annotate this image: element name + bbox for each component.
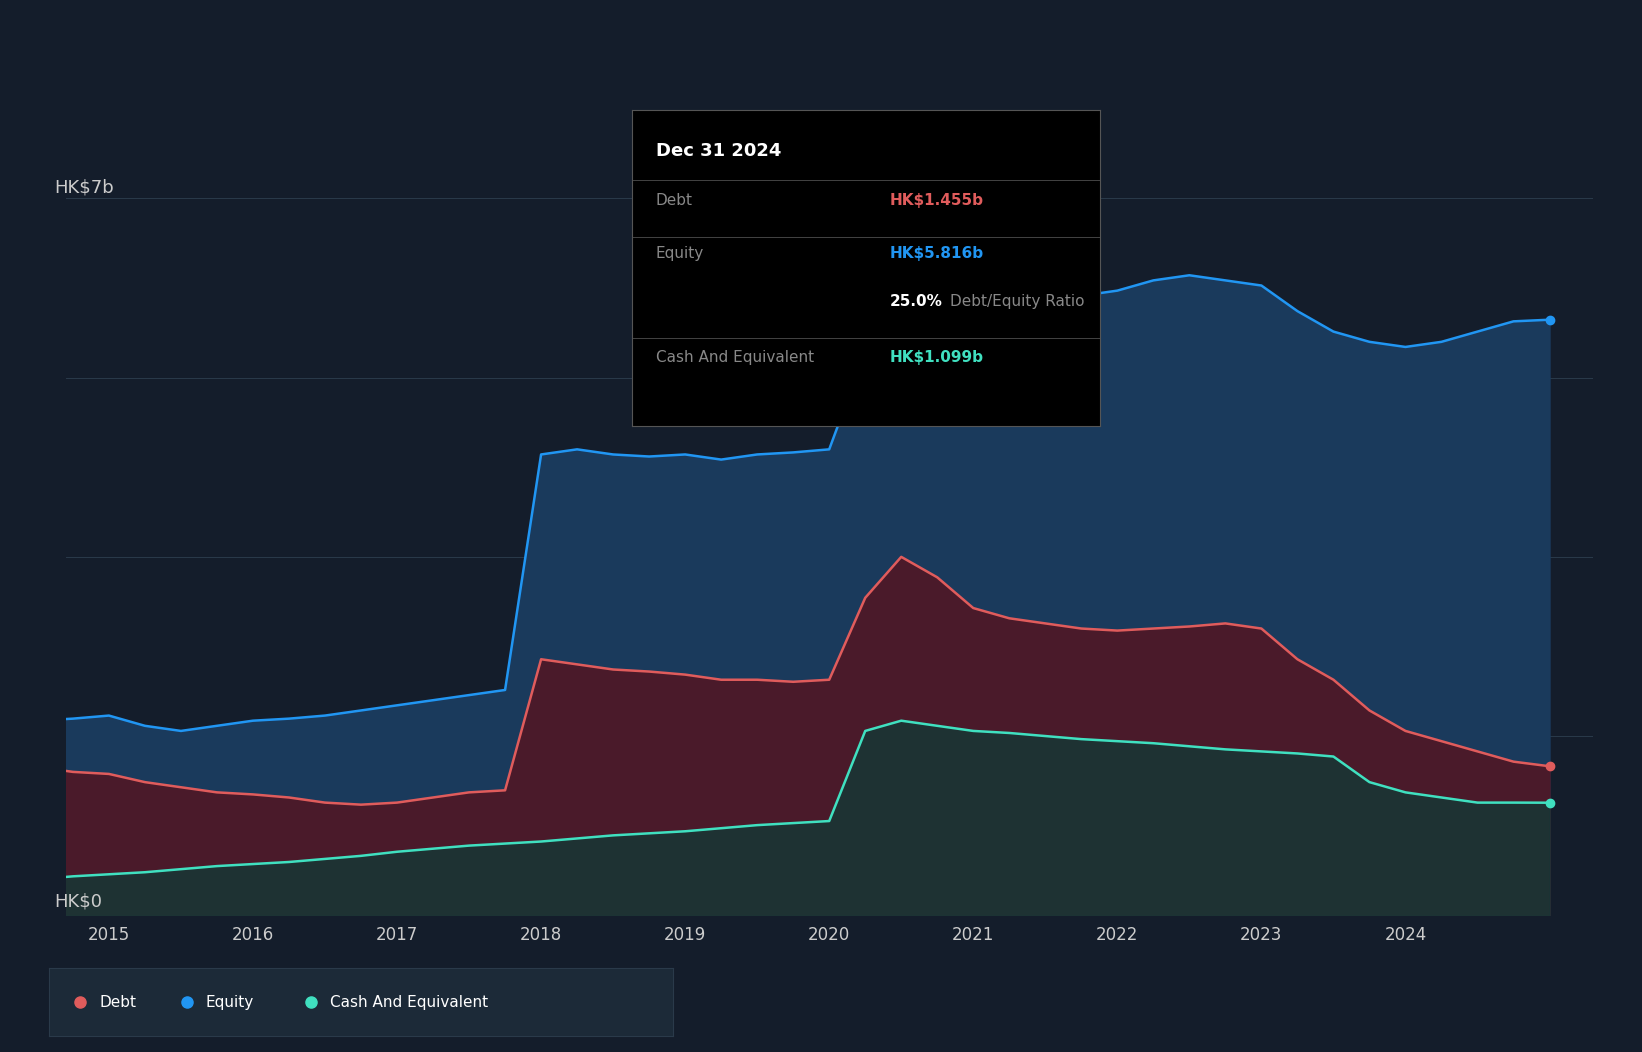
Text: HK$1.455b: HK$1.455b — [890, 193, 984, 207]
Text: Debt: Debt — [99, 994, 136, 1010]
Text: Cash And Equivalent: Cash And Equivalent — [655, 350, 814, 365]
Text: HK$5.816b: HK$5.816b — [890, 246, 984, 261]
Text: HK$1.099b: HK$1.099b — [890, 350, 984, 365]
Text: Cash And Equivalent: Cash And Equivalent — [330, 994, 488, 1010]
Text: HK$0: HK$0 — [54, 892, 102, 910]
Text: Debt: Debt — [655, 193, 693, 207]
Text: Equity: Equity — [205, 994, 253, 1010]
Text: 25.0%: 25.0% — [890, 294, 943, 308]
Text: Dec 31 2024: Dec 31 2024 — [655, 142, 782, 160]
Text: Equity: Equity — [655, 246, 704, 261]
Text: HK$7b: HK$7b — [54, 179, 113, 197]
Text: Debt/Equity Ratio: Debt/Equity Ratio — [951, 294, 1085, 308]
